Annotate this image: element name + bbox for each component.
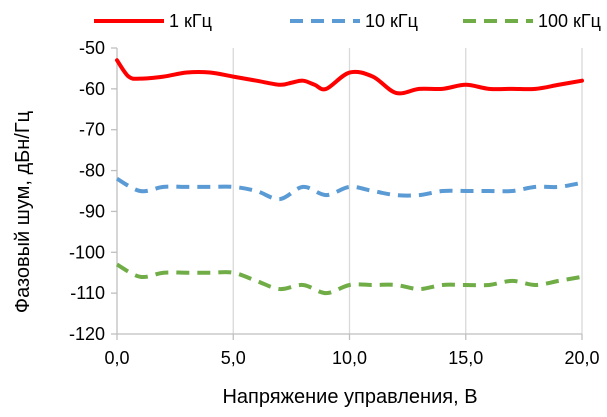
y-tick-label: -50 [79, 38, 105, 58]
y-tick-label: -60 [79, 79, 105, 99]
x-tick-label: 10,0 [332, 348, 367, 368]
y-tick-label: -70 [79, 120, 105, 140]
x-tick-label: 15,0 [448, 348, 483, 368]
legend-label-3: 100 кГц [538, 11, 601, 31]
y-tick-label: -100 [69, 242, 105, 262]
tick-labels: -50 -60 -70 -80 -90 -100 -110 -120 0,0 5,0 10,0 15,… [69, 38, 600, 368]
legend: 1 кГц 10 кГц 100 кГц [94, 11, 601, 31]
y-tick-label: -120 [69, 324, 105, 344]
legend-label-2: 10 кГц [365, 11, 418, 31]
y-tick-label: -90 [79, 201, 105, 221]
x-tick-label: 5,0 [221, 348, 246, 368]
axes [111, 47, 583, 340]
y-tick-label: -80 [79, 161, 105, 181]
y-tick-label: -110 [70, 283, 105, 303]
series-line-1 [115, 58, 584, 96]
series-lines [115, 58, 584, 296]
y-axis-title: Фазовый шум, дБн/Гц [12, 111, 34, 313]
x-axis-title: Напряжение управления, В [222, 386, 477, 408]
series-line-3 [115, 262, 583, 296]
legend-label-1: 1 кГц [169, 11, 212, 31]
series-line-2 [115, 176, 583, 202]
x-tick-label: 0,0 [104, 348, 129, 368]
x-tick-label: 20,0 [564, 348, 599, 368]
